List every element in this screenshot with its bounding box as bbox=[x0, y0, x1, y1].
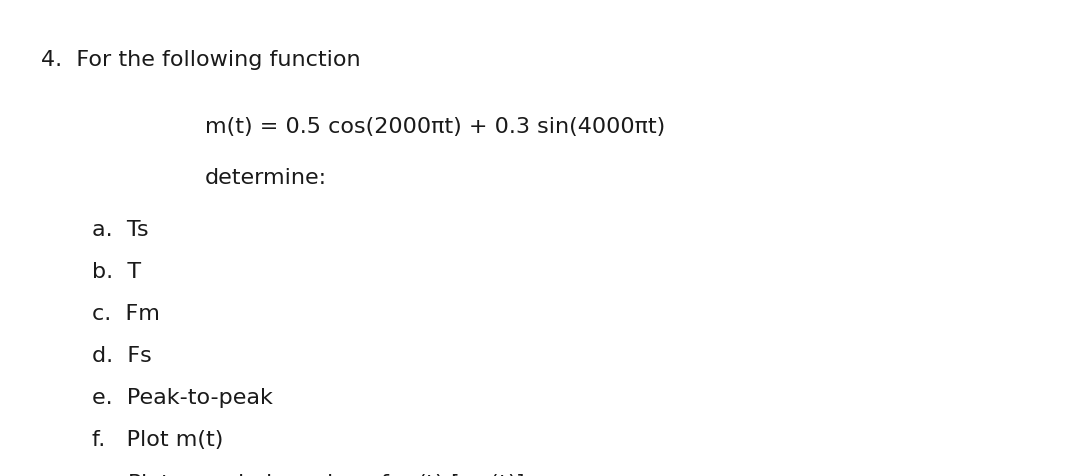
Text: g.  Plot sampled version of m(t) [m$_\mathregular{s}$(t)].: g. Plot sampled version of m(t) [m$_\mat… bbox=[92, 471, 531, 476]
Text: determine:: determine: bbox=[205, 168, 327, 188]
Text: e.  Peak-to-peak: e. Peak-to-peak bbox=[92, 387, 272, 407]
Text: m(t) = 0.5 cos(2000πt) + 0.3 sin(4000πt): m(t) = 0.5 cos(2000πt) + 0.3 sin(4000πt) bbox=[205, 117, 665, 137]
Text: c.  Fm: c. Fm bbox=[92, 304, 160, 324]
Text: f.   Plot m(t): f. Plot m(t) bbox=[92, 429, 224, 449]
Text: a.  Ts: a. Ts bbox=[92, 220, 148, 240]
Text: 4.  For the following function: 4. For the following function bbox=[41, 50, 361, 70]
Text: b.  T: b. T bbox=[92, 262, 140, 282]
Text: d.  Fs: d. Fs bbox=[92, 346, 151, 366]
